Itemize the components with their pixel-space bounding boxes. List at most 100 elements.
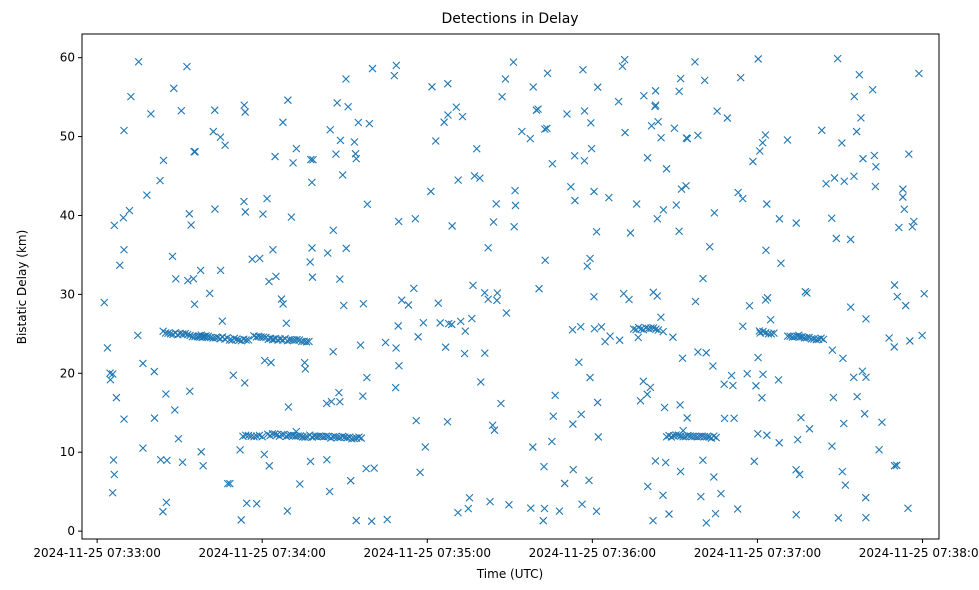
scatter-point (125, 206, 134, 215)
scatter-point (323, 249, 332, 257)
scatter-point (416, 468, 424, 477)
scatter-point (604, 193, 613, 202)
scatter-point (837, 139, 846, 147)
scatter-point (862, 513, 870, 522)
scatter-point (436, 319, 445, 327)
scatter-point (333, 98, 342, 107)
x-axis-title: Time (UTC) (476, 567, 543, 581)
scatter-point (492, 199, 501, 208)
y-tick-label: 60 (60, 51, 75, 65)
scatter-point (338, 171, 347, 179)
scatter-point (120, 126, 128, 135)
scatter-point (120, 415, 128, 424)
scatter-point (758, 138, 767, 147)
scatter-point (367, 517, 376, 526)
scatter-point (674, 431, 683, 440)
scatter-point (738, 194, 747, 203)
x-tick-label: 2024-11-25 07:33:00 (33, 546, 160, 560)
scatter-point (586, 119, 595, 127)
scatter-point (696, 492, 705, 501)
scatter-point (762, 200, 771, 208)
scatter-point (241, 108, 250, 116)
scatter-point (702, 519, 711, 527)
scatter-point (370, 464, 379, 473)
scatter-point (339, 301, 348, 310)
scatter-point (260, 356, 269, 365)
scatter-point (792, 465, 800, 474)
scatter-point (301, 433, 310, 442)
scatter-point (775, 214, 784, 223)
scatter-point (661, 458, 670, 467)
scatter-point (534, 105, 542, 114)
scatter-point (159, 156, 168, 165)
scatter-point (103, 343, 112, 352)
scatter-point (632, 200, 641, 208)
scatter-point (127, 92, 135, 101)
scatter-point (162, 390, 170, 398)
scatter-point (242, 336, 250, 344)
scatter-point (659, 491, 667, 500)
scatter-point (287, 431, 295, 440)
scatter-point (875, 445, 883, 454)
scatter-point (383, 515, 392, 524)
scatter-point (306, 258, 315, 266)
scatter-point (112, 393, 121, 402)
scatter-point (322, 399, 331, 408)
scatter-point (659, 327, 668, 336)
scatter-point (327, 397, 336, 406)
scatter-point (220, 335, 229, 343)
scatter-point (862, 373, 870, 382)
scatter-point (346, 476, 355, 485)
scatter-point (654, 326, 663, 334)
scatter-point (569, 465, 578, 474)
scatter-point (350, 138, 359, 146)
scatter-point (260, 450, 269, 459)
scatter-point (350, 434, 359, 443)
scatter-point (177, 106, 186, 115)
scatter-point (156, 176, 164, 185)
scatter-point (528, 443, 537, 451)
scatter-point (108, 370, 117, 378)
scatter-point (568, 420, 577, 428)
scatter-point (759, 370, 767, 379)
data-markers (100, 54, 929, 527)
scatter-point (733, 505, 742, 513)
scatter-point (259, 333, 268, 342)
scatter-point (850, 92, 859, 101)
x-tick-label: 2024-11-25 07:38:00 (859, 546, 979, 560)
scatter-point (745, 301, 754, 310)
scatter-point (344, 102, 353, 111)
scatter-point (649, 288, 658, 297)
scatter-point (593, 398, 602, 407)
scatter-point (282, 432, 291, 441)
scatter-point (670, 124, 679, 133)
scatter-point (448, 222, 457, 230)
scatter-point (452, 103, 461, 112)
scatter-point (672, 201, 681, 209)
scatter-point (392, 61, 401, 70)
scatter-point (795, 470, 804, 479)
scatter-point (335, 275, 344, 283)
scatter-point (676, 74, 685, 83)
scatter-point (828, 442, 836, 451)
scatter-point (626, 229, 635, 237)
scatter-point (343, 433, 352, 442)
scatter-point (517, 127, 526, 136)
scatter-point (183, 276, 192, 285)
scatter-point (734, 188, 743, 197)
scatter-point (849, 373, 858, 382)
scatter-point (456, 317, 465, 326)
scatter-point (241, 208, 250, 216)
scatter-point (694, 131, 702, 140)
scatter-point (822, 179, 830, 188)
scatter-point (526, 134, 535, 143)
scatter-point (244, 335, 253, 344)
scatter-point (775, 438, 784, 447)
scatter-point (838, 467, 847, 476)
scatter-point (774, 376, 783, 384)
scatter-point (679, 432, 688, 441)
scatter-point (711, 509, 720, 518)
scatter-point (510, 222, 519, 231)
scatter-point (221, 141, 229, 150)
scatter-point (541, 256, 550, 265)
